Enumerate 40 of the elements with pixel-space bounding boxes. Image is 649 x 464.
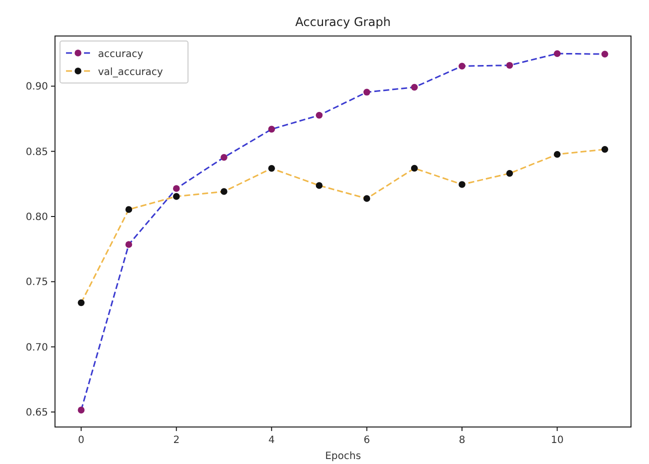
y-tick-label: 0.80 xyxy=(26,212,48,224)
x-tick-label: 6 xyxy=(364,435,370,446)
point xyxy=(316,112,323,119)
point xyxy=(173,185,180,192)
legend-label: val_accuracy xyxy=(98,67,164,78)
point xyxy=(363,195,370,202)
point xyxy=(601,50,608,58)
y-tick-label: 0.75 xyxy=(26,277,48,288)
point xyxy=(220,154,228,161)
y-tick-label: 0.90 xyxy=(26,82,48,93)
x-tick-label: 2 xyxy=(173,435,180,446)
point xyxy=(458,181,466,188)
point xyxy=(78,406,85,414)
point xyxy=(78,299,85,306)
point xyxy=(411,164,418,172)
point xyxy=(220,188,228,195)
x-tick-label: 0 xyxy=(78,435,84,446)
point xyxy=(125,241,132,248)
y-tick-label: 0.85 xyxy=(26,146,48,158)
legend-label: accuracy xyxy=(98,49,144,60)
point xyxy=(458,62,466,70)
point xyxy=(173,193,180,200)
x-tick-label: 10 xyxy=(550,435,564,446)
point xyxy=(268,126,275,133)
point xyxy=(316,182,323,189)
y-tick-label: 0.65 xyxy=(26,408,48,419)
point xyxy=(411,84,418,91)
x-tick-label: 4 xyxy=(268,435,275,446)
point xyxy=(506,62,513,69)
chart-title: Accuracy Graph xyxy=(295,15,391,29)
y-tick-label: 0.70 xyxy=(26,342,48,354)
x-tick-label: 8 xyxy=(458,435,466,446)
point xyxy=(601,146,608,153)
point xyxy=(506,170,513,177)
point xyxy=(554,150,561,158)
point xyxy=(363,88,370,96)
point xyxy=(125,206,132,213)
point xyxy=(554,50,561,57)
x-axis-title: Epochs xyxy=(325,451,361,462)
point xyxy=(268,165,275,172)
